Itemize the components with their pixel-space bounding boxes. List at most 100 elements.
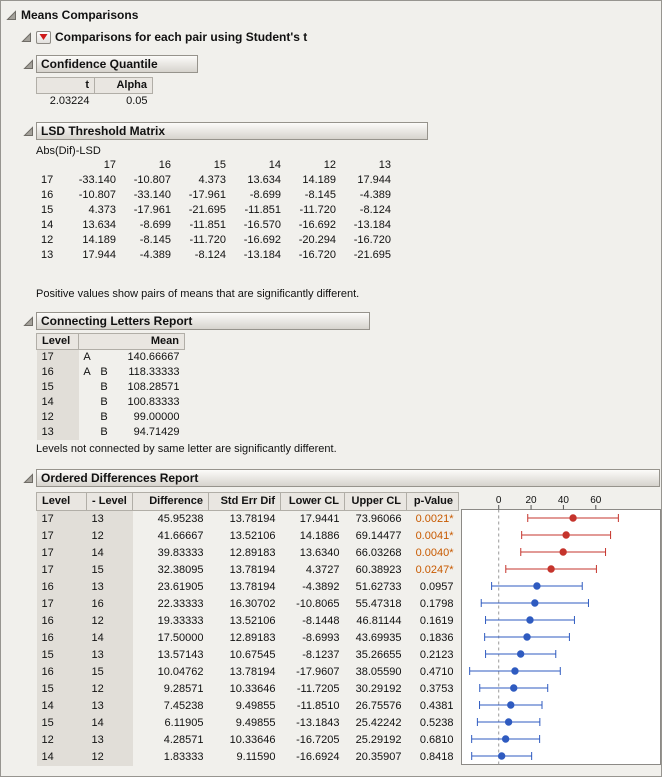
confidence-quantile-header[interactable]: Confidence Quantile — [36, 55, 198, 73]
ordered-differences-row[interactable]: 16 12 19.33333 13.52106 -8.1448 46.81144 0.161… — [36, 613, 459, 630]
difference-marker[interactable] — [526, 616, 534, 624]
difference-marker[interactable] — [559, 548, 567, 556]
connecting-letters-row[interactable]: 17 A 140.66667 — [36, 349, 185, 366]
lsd-cell: -13.184 — [243, 249, 281, 261]
lsd-row[interactable]: 16 -10.807 -33.140 -17.961 -8.699 -8.145 -4.38… — [36, 188, 396, 203]
lsd-row[interactable]: 14 13.634 -8.699 -11.851 -16.570 -16.692 -13.1… — [36, 218, 396, 233]
connecting-letters-row[interactable]: 15 B 108.28571 — [36, 380, 185, 395]
difference-marker[interactable] — [523, 633, 531, 641]
red-triangle-menu-button[interactable] — [36, 30, 51, 44]
difference-cell: 41.66667 — [157, 530, 204, 542]
ordered-differences-row[interactable]: 14 13 7.45238 9.49855 -11.8510 26.75576 0.4381 — [36, 698, 459, 715]
lsd-row[interactable]: 17 -33.140 -10.807 4.373 13.634 14.189 17.944 — [36, 173, 396, 188]
ordered-differences-row[interactable]: 14 12 1.83333 9.11590 -16.6924 20.35907 0.8418 — [36, 749, 459, 766]
lower-cl-cell: -8.1237 — [302, 649, 340, 661]
ordered-differences-row[interactable]: 16 14 17.50000 12.89183 -8.6993 43.69935 0.183… — [36, 630, 459, 647]
disclosure-triangle-icon[interactable] — [6, 9, 17, 21]
ordered-differences-header[interactable]: Ordered Differences Report — [36, 469, 660, 487]
lsd-threshold-matrix-header[interactable]: LSD Threshold Matrix — [36, 122, 428, 140]
difference-marker[interactable] — [497, 752, 506, 760]
outline-student-t[interactable]: Comparisons for each pair using Student'… — [1, 27, 661, 47]
p-value-cell: 0.4381 — [419, 700, 454, 712]
std-err-cell: 10.67545 — [229, 649, 276, 661]
letter-b-cell — [96, 350, 113, 366]
difference-marker[interactable] — [547, 565, 555, 573]
lower-cl-cell: -17.9607 — [296, 666, 340, 678]
difference-marker[interactable] — [516, 650, 525, 658]
lsd-cell: -8.145 — [139, 234, 171, 246]
std-err-cell: 10.33646 — [229, 734, 276, 746]
lsd-cell: -20.294 — [298, 234, 336, 246]
level-cell: 15 — [36, 647, 87, 664]
level-cell: 16 — [36, 579, 87, 596]
lsd-threshold-matrix-table: 17 16 15 14 12 13 17 -33.140 -10.807 4.373 13.634… — [36, 158, 396, 263]
disclosure-triangle-icon[interactable] — [23, 58, 34, 70]
lsd-row[interactable]: 13 17.944 -4.389 -8.124 -13.184 -16.720 -21.69… — [36, 248, 396, 263]
disclosure-triangle-icon[interactable] — [23, 125, 34, 137]
mean-cell: 94.71429 — [133, 426, 180, 438]
ordered-differences-row[interactable]: 12 13 4.28571 10.33646 -16.7205 25.29192 0.681… — [36, 732, 459, 749]
connecting-letters-row[interactable]: 12 B 99.00000 — [36, 410, 185, 425]
connecting-letters-row[interactable]: 16 A B 118.33333 — [36, 365, 185, 380]
minus-level-cell: 13 — [86, 647, 133, 664]
std-err-cell: 9.49855 — [235, 700, 276, 712]
lower-cl-cell: -16.6924 — [296, 751, 340, 763]
ordered-differences-chart[interactable]: 0 20 40 60 — [461, 492, 661, 765]
upper-cl-cell: 35.26655 — [355, 649, 402, 661]
level-cell: 15 — [36, 715, 87, 732]
disclosure-triangle-icon[interactable] — [23, 315, 34, 327]
lsd-cell: -8.124 — [194, 249, 226, 261]
ordered-differences-row[interactable]: 15 12 9.28571 10.33646 -11.7205 30.29192 0.375… — [36, 681, 459, 698]
lsd-col-header: 16 — [158, 159, 171, 171]
lsd-cell: -17.961 — [188, 189, 226, 201]
std-err-cell: 13.52106 — [229, 615, 276, 627]
lsd-row[interactable]: 12 14.189 -8.145 -11.720 -16.692 -20.294 -16.7… — [36, 233, 396, 248]
connecting-letters-row[interactable]: 14 B 100.83333 — [36, 395, 185, 410]
table-header-row: Level Mean — [36, 333, 185, 350]
difference-marker[interactable] — [507, 701, 515, 709]
std-err-cell: 13.78194 — [229, 581, 276, 593]
difference-marker[interactable] — [569, 514, 577, 522]
ordered-differences-row[interactable]: 17 15 32.38095 13.78194 4.3727 60.38923 0.0247… — [36, 562, 459, 579]
std-err-cell: 13.52106 — [229, 530, 276, 542]
connecting-letters-row[interactable]: 13 B 94.71429 — [36, 425, 185, 440]
disclosure-triangle-icon[interactable] — [23, 472, 34, 484]
axis-tick-label: 60 — [590, 495, 602, 506]
difference-marker[interactable] — [511, 667, 519, 675]
lsd-row-label: 17 — [41, 174, 54, 186]
ordered-differences-row[interactable]: 15 13 13.57143 10.67545 -8.1237 35.26655 0.212… — [36, 647, 459, 664]
disclosure-triangle-icon[interactable] — [21, 31, 32, 43]
ordered-differences-row[interactable]: 16 15 10.04762 13.78194 -17.9607 38.05590 0.47… — [36, 664, 459, 681]
mean-cell: 118.33333 — [128, 366, 180, 378]
difference-marker[interactable] — [510, 684, 518, 692]
table-row[interactable]: 2.03224 0.05 — [37, 94, 153, 110]
ordered-differences-row[interactable]: 17 16 22.33333 16.30702 -10.8065 55.47318 0.17… — [36, 596, 459, 613]
std-err-cell: 13.78194 — [229, 513, 276, 525]
difference-cell: 32.38095 — [157, 564, 204, 576]
level-cell: 16 — [36, 365, 79, 380]
red-triangle-icon — [39, 34, 48, 40]
difference-marker[interactable] — [562, 531, 570, 539]
outline-means-comparisons[interactable]: Means Comparisons — [1, 5, 661, 25]
t-value: 2.03224 — [49, 95, 90, 107]
difference-marker[interactable] — [504, 718, 513, 726]
level-cell: 16 — [36, 664, 87, 681]
ordered-differences-row[interactable]: 17 13 45.95238 13.78194 17.9441 73.96066 0.002… — [36, 510, 459, 528]
difference-marker[interactable] — [501, 735, 510, 743]
ordered-differences-row[interactable]: 17 14 39.83333 12.89183 13.6340 66.03268 0.004… — [36, 545, 459, 562]
ordered-differences-row[interactable]: 17 12 41.66667 13.52106 14.1886 69.14477 0.004… — [36, 528, 459, 545]
p-value-cell: 0.0021* — [415, 513, 454, 525]
p-value-cell: 0.6810 — [419, 734, 454, 746]
difference-cell: 19.33333 — [157, 615, 204, 627]
lsd-row[interactable]: 15 4.373 -17.961 -21.695 -11.851 -11.720 -8.12… — [36, 203, 396, 218]
connecting-letters-note: Levels not connected by same letter are … — [36, 443, 337, 455]
lsd-cell: 17.944 — [82, 249, 116, 261]
difference-marker[interactable] — [533, 582, 541, 590]
p-value-cell: 0.3753 — [419, 683, 454, 695]
ordered-differences-row[interactable]: 16 13 23.61905 13.78194 -4.3892 51.62733 0.095… — [36, 579, 459, 596]
lsd-cell: 4.373 — [88, 204, 116, 216]
lsd-cell: -8.699 — [139, 219, 171, 231]
ordered-differences-row[interactable]: 15 14 6.11905 9.49855 -13.1843 25.42242 0.5238 — [36, 715, 459, 732]
difference-marker[interactable] — [531, 599, 539, 607]
connecting-letters-header[interactable]: Connecting Letters Report — [36, 312, 370, 330]
